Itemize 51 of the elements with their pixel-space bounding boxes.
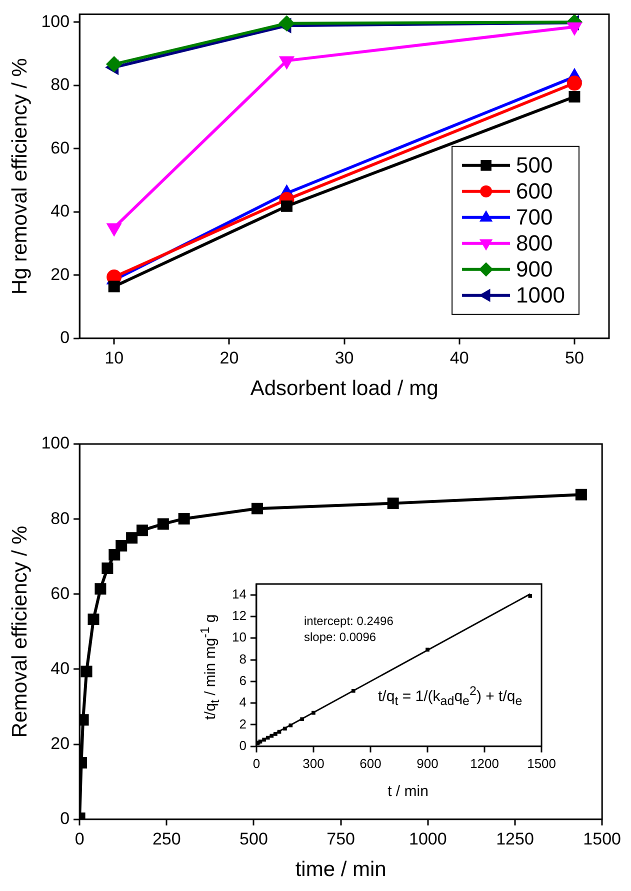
x-axis-title: t / min <box>386 783 430 800</box>
y-tick-label: 2 <box>239 716 246 732</box>
x-tick-label: 0 <box>74 829 84 848</box>
y-tick-label: 10 <box>232 630 246 645</box>
y-tick-label: 80 <box>50 75 70 94</box>
x-tick-label: 10 <box>104 348 124 368</box>
y-tick-label: 14 <box>232 586 246 602</box>
y-tick-label: 20 <box>50 264 70 284</box>
x-tick-label: 40 <box>450 348 469 368</box>
x-tick-label: 750 <box>326 829 356 848</box>
annotation: intercept: 0.2496 <box>304 614 394 628</box>
y-tick-label: 100 <box>41 12 70 31</box>
x-tick-label: 500 <box>240 829 268 848</box>
x-tick-label: 600 <box>360 756 382 771</box>
x-tick-label: 1250 <box>496 829 534 848</box>
y-tick-label: 20 <box>50 734 70 754</box>
legend-label: 900 <box>516 256 553 282</box>
x-tick-label: 900 <box>416 756 438 771</box>
x-tick-label: 50 <box>565 348 584 368</box>
y-tick-label: 60 <box>50 584 70 603</box>
y-axis-title: Hg removal efficiency / % <box>8 58 32 295</box>
legend-label: 1000 <box>516 282 566 308</box>
y-tick-label: 8 <box>239 651 246 666</box>
x-tick-label: 300 <box>302 756 324 771</box>
y-tick-label: 100 <box>41 434 70 453</box>
y-tick-label: 40 <box>50 658 70 678</box>
y-tick-label: 80 <box>50 508 70 528</box>
y-axis-title: Removal efficiency / % <box>8 526 32 738</box>
x-tick-label: 30 <box>334 348 354 368</box>
y-tick-label: 60 <box>50 138 70 158</box>
y-tick-label: 0 <box>60 328 70 348</box>
annotation: slope: 0.0096 <box>304 630 376 644</box>
y-tick-label: 4 <box>239 694 246 710</box>
y-tick-label: 40 <box>50 202 70 221</box>
y-tick-label: 6 <box>239 673 246 688</box>
y-tick-label: 0 <box>60 809 70 828</box>
x-axis-title: time / min <box>295 858 386 882</box>
y-tick-label: 0 <box>239 738 246 753</box>
x-tick-label: 0 <box>252 756 260 771</box>
x-axis-title: Adsorbent load / mg <box>250 377 438 400</box>
text: t/q$_{t}$ = 1/(k$_{ad}$q$_{e}$$^{2}$) + t/q$_{e}$ <box>378 684 522 708</box>
x-tick-label: 1500 <box>583 829 622 848</box>
legend-label: 800 <box>516 230 553 256</box>
legend-label: 700 <box>516 204 553 230</box>
x-tick-label: 1500 <box>527 756 556 771</box>
x-tick-label: 250 <box>152 829 181 848</box>
x-tick-label: 1000 <box>409 829 447 848</box>
x-tick-label: 1200 <box>470 756 499 771</box>
legend-label: 600 <box>516 178 553 204</box>
y-tick-label: 12 <box>232 608 246 624</box>
legend-label: 500 <box>516 152 553 178</box>
